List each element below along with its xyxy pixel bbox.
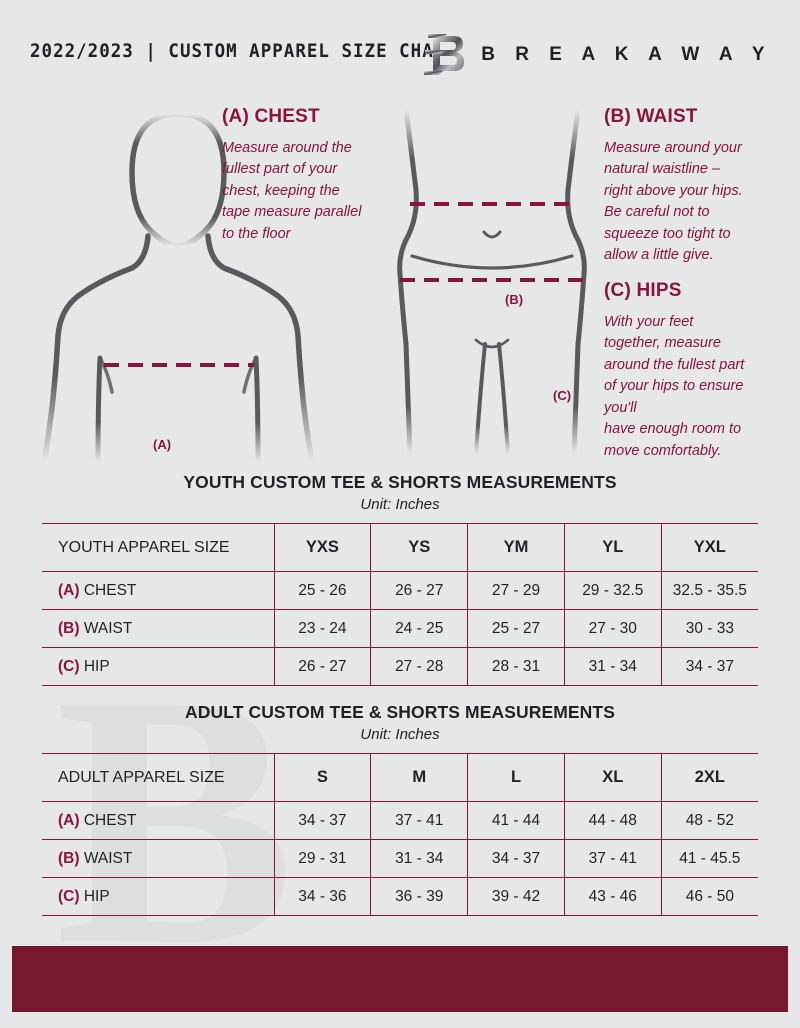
- table-row: (C) HIP 26 - 27 27 - 28 28 - 31 31 - 34 34 - …: [42, 647, 758, 686]
- callout-chest-title: (A) CHEST: [222, 106, 320, 127]
- youth-measurement-value: 27 - 30: [563, 609, 662, 648]
- adult-measurement-value: 34 - 37: [467, 839, 565, 878]
- adult-measurement-value: 41 - 45.5: [660, 839, 758, 878]
- adult-measurement-value: 44 - 48: [563, 801, 662, 840]
- table-row: (A) CHEST 25 - 26 26 - 27 27 - 29 29 - 32.5 3…: [42, 571, 758, 610]
- adult-measurement-label: (B) WAIST: [42, 839, 274, 878]
- callout-hips-title: (C) HIPS: [604, 280, 682, 301]
- adult-table-title: ADULT CUSTOM TEE & SHORTS MEASUREMENTS: [185, 702, 615, 722]
- adult-size-column-header: S: [273, 753, 371, 802]
- youth-measurement-value: 27 - 29: [467, 571, 565, 610]
- adult-measurement-value: 31 - 34: [370, 839, 468, 878]
- measurement-marker: (B): [58, 849, 80, 867]
- youth-measurement-label: (B) WAIST: [42, 609, 274, 648]
- youth-measurement-value: 32.5 - 35.5: [660, 571, 758, 610]
- youth-measurement-label: (C) HIP: [42, 647, 274, 686]
- youth-measurement-value: 25 - 27: [467, 609, 565, 648]
- page-header: 2022/2023 | CUSTOM APPAREL SIZE CHART B …: [0, 0, 800, 96]
- callout-chest-body: Measure around the fullest part of your …: [222, 140, 362, 242]
- adult-size-column-header: XL: [563, 753, 662, 802]
- waist-measure-tag: (B): [505, 292, 524, 307]
- measurement-marker: (B): [58, 619, 80, 637]
- measurement-marker: (C): [58, 657, 80, 675]
- youth-size-column-header: YM: [467, 523, 565, 572]
- adult-measurement-value: 34 - 37: [273, 801, 371, 840]
- youth-measurement-value: 25 - 26: [273, 571, 371, 610]
- youth-measurement-value: 34 - 37: [660, 647, 758, 686]
- youth-measurement-value: 27 - 28: [370, 647, 468, 686]
- youth-size-table: YOUTH APPAREL SIZE YXS YS YM YL YXL (A) CHEST 2…: [42, 523, 758, 686]
- callout-chest: (A) CHEST Measure around the fullest par…: [222, 106, 394, 245]
- hips-measure-tag: (C): [553, 388, 572, 403]
- youth-measurement-value: 29 - 32.5: [563, 571, 662, 610]
- youth-size-column-header: YL: [563, 523, 662, 572]
- youth-measurement-value: 23 - 24: [273, 609, 371, 648]
- youth-size-column-header: YXL: [660, 523, 758, 572]
- chest-measure-tag: (A): [153, 437, 172, 452]
- callout-hips-body: With your feet together, measure around …: [604, 314, 745, 459]
- adult-measurement-label: (A) CHEST: [42, 801, 274, 840]
- adult-measurement-value: 46 - 50: [660, 877, 758, 916]
- adult-measurement-value: 37 - 41: [563, 839, 662, 878]
- adult-measurement-value: 29 - 31: [273, 839, 371, 878]
- callout-waist-title: (B) WAIST: [604, 106, 698, 127]
- adult-table-unit: Unit: Inches: [360, 726, 440, 743]
- brand-name: B R E A K A W A Y: [481, 44, 772, 65]
- adult-size-column-header: 2XL: [660, 753, 758, 802]
- youth-measurement-value: 30 - 33: [660, 609, 758, 648]
- footer-accent-bar: [12, 946, 788, 1012]
- youth-size-table-block: YOUTH CUSTOM TEE & SHORTS MEASUREMENTS U…: [0, 472, 800, 686]
- youth-measurement-label: (A) CHEST: [42, 571, 274, 610]
- callout-waist-body: Measure around your natural waistline – …: [604, 140, 743, 264]
- youth-table-unit: Unit: Inches: [360, 496, 440, 513]
- breakaway-b-logo-icon: [424, 34, 465, 75]
- table-row: (A) CHEST 34 - 37 37 - 41 41 - 44 44 - 48 48 …: [42, 801, 758, 840]
- adult-size-table-block: ADULT CUSTOM TEE & SHORTS MEASUREMENTS U…: [0, 702, 800, 916]
- adult-header-row: ADULT APPAREL SIZE S M L XL 2XL: [42, 753, 758, 802]
- torso-figure-illustration: [41, 111, 315, 464]
- adult-measurement-value: 41 - 44: [467, 801, 565, 840]
- callout-waist: (B) WAIST Measure around your natural wa…: [604, 106, 784, 267]
- adult-size-table: ADULT APPAREL SIZE S M L XL 2XL (A) CHEST 34 - …: [42, 753, 758, 916]
- measurement-marker: (C): [58, 887, 80, 905]
- youth-header-row: YOUTH APPAREL SIZE YXS YS YM YL YXL: [42, 523, 758, 572]
- adult-measurement-value: 39 - 42: [467, 877, 565, 916]
- table-row: (B) WAIST 29 - 31 31 - 34 34 - 37 37 - 41 41 …: [42, 839, 758, 878]
- adult-size-column-header: M: [370, 753, 468, 802]
- hips-figure-illustration: [397, 107, 587, 457]
- adult-measurement-value: 36 - 39: [370, 877, 468, 916]
- measurement-illustrations: (A) (B) (C) (A) CHEST Measure around the…: [0, 96, 800, 468]
- youth-size-column-header: YXS: [273, 523, 371, 572]
- youth-size-column-header: YS: [370, 523, 468, 572]
- youth-table-title: YOUTH CUSTOM TEE & SHORTS MEASUREMENTS: [183, 472, 617, 492]
- adult-measurement-value: 37 - 41: [370, 801, 468, 840]
- measurement-marker: (A): [58, 811, 80, 829]
- youth-measurement-value: 31 - 34: [563, 647, 662, 686]
- adult-measurement-value: 48 - 52: [660, 801, 758, 840]
- youth-measurement-value: 28 - 31: [467, 647, 565, 686]
- youth-measurement-value: 26 - 27: [273, 647, 371, 686]
- callout-hips: (C) HIPS With your feet together, measur…: [604, 280, 786, 462]
- adult-measurement-value: 43 - 46: [563, 877, 662, 916]
- adult-size-header-label: ADULT APPAREL SIZE: [42, 753, 274, 802]
- measurement-marker: (A): [58, 581, 80, 599]
- table-row: (B) WAIST 23 - 24 24 - 25 25 - 27 27 - 30 30 …: [42, 609, 758, 648]
- youth-size-header-label: YOUTH APPAREL SIZE: [42, 523, 274, 572]
- youth-measurement-value: 24 - 25: [370, 609, 468, 648]
- youth-measurement-value: 26 - 27: [370, 571, 468, 610]
- adult-size-column-header: L: [467, 753, 565, 802]
- page-title: 2022/2023 | CUSTOM APPAREL SIZE CHART: [30, 40, 457, 62]
- table-row: (C) HIP 34 - 36 36 - 39 39 - 42 43 - 46 46 - …: [42, 877, 758, 916]
- brand-lockup: B R E A K A W A Y: [423, 33, 772, 77]
- adult-measurement-label: (C) HIP: [42, 877, 274, 916]
- adult-measurement-value: 34 - 36: [273, 877, 371, 916]
